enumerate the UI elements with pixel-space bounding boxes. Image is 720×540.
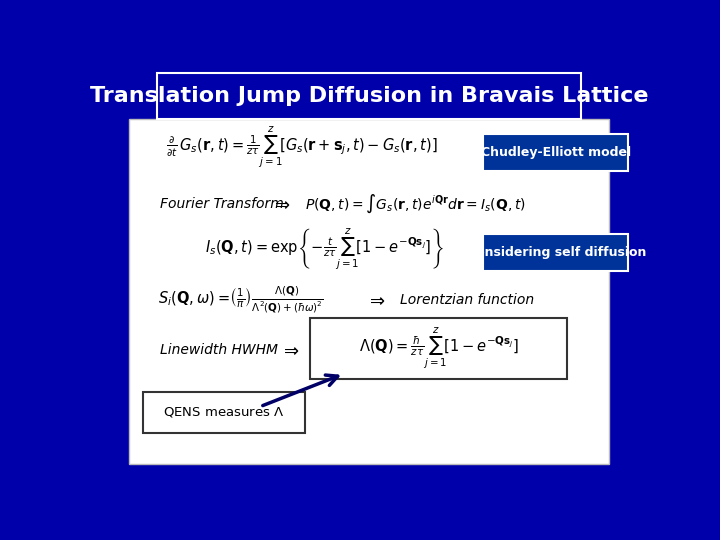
- Text: Linewidth HWHM: Linewidth HWHM: [160, 342, 278, 356]
- FancyBboxPatch shape: [483, 234, 629, 271]
- Text: Translation Jump Diffusion in Bravais Lattice: Translation Jump Diffusion in Bravais La…: [90, 86, 648, 106]
- Text: $S_i(\mathbf{Q},\omega)=\!\left(\frac{1}{\pi}\right)\frac{\Lambda(\mathbf{Q})}{\: $S_i(\mathbf{Q},\omega)=\!\left(\frac{1}…: [158, 285, 323, 315]
- FancyBboxPatch shape: [129, 119, 609, 464]
- Text: Lorentzian function: Lorentzian function: [400, 293, 534, 307]
- Text: $\Lambda(\mathbf{Q})=\frac{\hbar}{z\tau}\sum_{j=1}^{z}\!\left[1-e^{-\mathbf{Q}\m: $\Lambda(\mathbf{Q})=\frac{\hbar}{z\tau}…: [359, 326, 519, 371]
- Text: $\Rightarrow$: $\Rightarrow$: [280, 341, 300, 359]
- Text: $\frac{\partial}{\partial t}\,G_s(\mathbf{r},t)=\frac{1}{z\tau}\sum_{j=1}^{z}\!\: $\frac{\partial}{\partial t}\,G_s(\mathb…: [166, 125, 438, 171]
- Text: Fourier Transform: Fourier Transform: [160, 197, 284, 211]
- Text: Chudley-Elliott model: Chudley-Elliott model: [482, 146, 631, 159]
- FancyBboxPatch shape: [310, 319, 567, 379]
- Text: $\Rightarrow$: $\Rightarrow$: [366, 291, 386, 309]
- Text: QENS measures $\Lambda$: QENS measures $\Lambda$: [163, 406, 284, 420]
- Text: Considering self diffusion: Considering self diffusion: [467, 246, 646, 259]
- Text: $P(\mathbf{Q},t)=\int G_s(\mathbf{r},t)e^{i\mathbf{Q}\mathbf{r}}d\mathbf{r}=I_s(: $P(\mathbf{Q},t)=\int G_s(\mathbf{r},t)e…: [305, 193, 526, 215]
- FancyBboxPatch shape: [483, 134, 629, 171]
- Text: $I_s(\mathbf{Q},t)=\exp\!\left\{-\frac{t}{z\tau}\sum_{j=1}^{z}\!\left[1-e^{-\mat: $I_s(\mathbf{Q},t)=\exp\!\left\{-\frac{t…: [204, 227, 444, 272]
- Text: $\Rightarrow$: $\Rightarrow$: [271, 195, 291, 213]
- FancyBboxPatch shape: [157, 73, 581, 119]
- FancyBboxPatch shape: [143, 392, 305, 433]
